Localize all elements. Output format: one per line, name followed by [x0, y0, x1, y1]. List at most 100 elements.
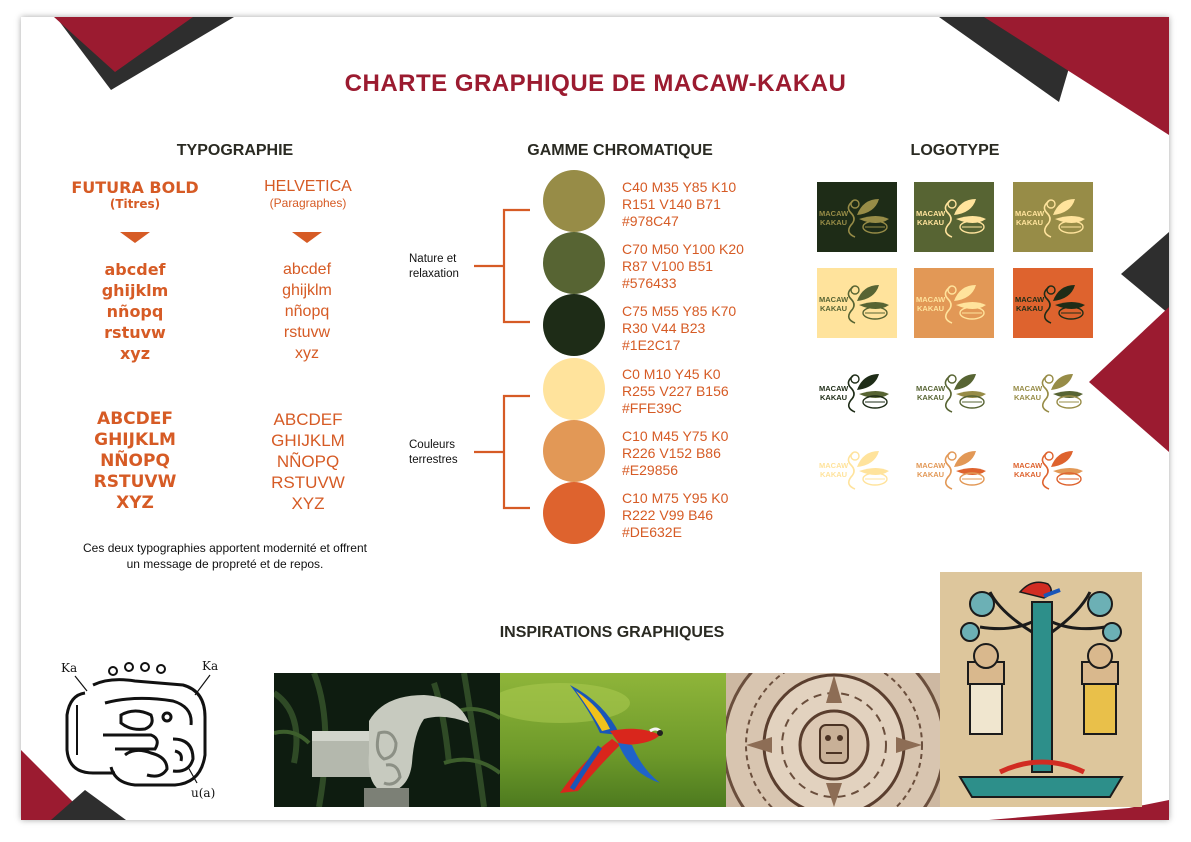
photo-aztec-sun-stone — [726, 673, 940, 807]
svg-text:KAKAU: KAKAU — [820, 393, 847, 402]
svg-text:KAKAU: KAKAU — [1014, 470, 1041, 479]
group-label-line: Couleurs — [409, 439, 456, 451]
helvetica-uppercase-sample: ABCDEF GHIJKLM NÑOPQ RSTUVW XYZ — [228, 409, 388, 514]
cmyk-code: C75 M55 Y85 K70 — [622, 303, 737, 319]
cmyk-code: C10 M45 Y75 K0 — [622, 428, 729, 444]
caption-line: Ces deux typographies apportent modernit… — [83, 541, 367, 555]
futura-lowercase-sample: abcdef ghijklm nñopq rstuvw xyz — [65, 259, 205, 364]
sample-line: xyz — [119, 344, 151, 363]
photo-codex-cacao-tree — [940, 572, 1142, 807]
typography-caption: Ces deux typographies apportent modernit… — [40, 540, 410, 572]
sample-line: abcdef — [282, 261, 332, 278]
palette-heading: GAMME CHROMATIQUE — [527, 142, 713, 159]
rvb-code: R151 V140 B71 — [622, 196, 721, 212]
cmyk-code: C40 M35 Y85 K10 — [622, 179, 737, 195]
group-label-line: terrestres — [409, 454, 458, 466]
sample-line: RSTUVW — [93, 472, 177, 492]
sample-line: ghijklm — [282, 282, 332, 299]
sample-line: rstuvw — [104, 323, 166, 342]
rvb-code: R222 V99 B46 — [622, 507, 714, 523]
color-codes: C0 M10 Y45 K0 R255 V227 B156 #FFE39C — [622, 366, 729, 417]
glyph-label: u(a) — [191, 786, 215, 800]
caption-line: un message de propreté et de repos. — [126, 557, 324, 571]
page-title: CHARTE GRAPHIQUE DE MACAW-KAKAU — [344, 70, 847, 97]
font-helvetica-title: HELVETICA (Paragraphes) — [228, 178, 388, 210]
svg-text:MACAW: MACAW — [819, 461, 849, 470]
rvb-code: R30 V44 B23 — [622, 320, 706, 336]
rvb-code: R255 V227 B156 — [622, 383, 729, 399]
logo-transparent: MACAW KAKAU — [817, 447, 899, 491]
svg-text:KAKAU: KAKAU — [820, 218, 847, 227]
rvb-code: R87 V100 B51 — [622, 258, 714, 274]
sample-line: ghijklm — [101, 281, 169, 300]
sample-line: NÑOPQ — [100, 451, 170, 471]
cmyk-code: C70 M50 Y100 K20 — [622, 241, 744, 257]
sample-line: XYZ — [116, 493, 154, 513]
sample-line: nñopq — [284, 303, 330, 320]
sample-line: XYZ — [291, 494, 325, 513]
bottom-right-decoration — [989, 800, 1169, 820]
svg-text:MACAW: MACAW — [1015, 209, 1045, 218]
bottom-left-decoration — [21, 750, 126, 820]
color-codes: C70 M50 Y100 K20 R87 V100 B51 #576433 — [622, 241, 744, 292]
sample-line: GHIJKLM — [94, 430, 176, 450]
svg-text:MACAW: MACAW — [1015, 295, 1045, 304]
logo-tile: MACAW KAKAU — [1013, 182, 1093, 252]
svg-text:MACAW: MACAW — [819, 209, 849, 218]
color-codes: C10 M45 Y75 K0 R226 V152 B86 #E29856 — [622, 428, 728, 479]
cmyk-code: C10 M75 Y95 K0 — [622, 490, 729, 506]
glyph-label: Ka — [202, 659, 218, 673]
logo-transparent: MACAW KAKAU — [817, 370, 899, 414]
svg-text:MACAW: MACAW — [819, 295, 849, 304]
sample-line: NÑOPQ — [276, 452, 340, 471]
logo-tile: MACAW KAKAU — [817, 182, 897, 252]
cmyk-code: C0 M10 Y45 K0 — [622, 366, 721, 382]
color-swatch — [543, 170, 605, 232]
color-codes: C10 M75 Y95 K0 R222 V99 B46 #DE632E — [622, 490, 728, 541]
hex-code: #978C47 — [622, 213, 679, 229]
svg-text:KAKAU: KAKAU — [820, 304, 847, 313]
hex-code: #1E2C17 — [622, 337, 681, 353]
palette-bracket-2 — [474, 394, 530, 510]
sample-line: ABCDEF — [273, 410, 343, 429]
svg-text:MACAW: MACAW — [1013, 461, 1043, 470]
svg-text:KAKAU: KAKAU — [917, 304, 944, 313]
svg-text:MACAW: MACAW — [819, 384, 849, 393]
hex-code: #E29856 — [622, 462, 679, 478]
color-swatch — [543, 294, 605, 356]
svg-text:MACAW: MACAW — [1013, 384, 1043, 393]
logo-tile: MACAW KAKAU — [914, 182, 994, 252]
font-role: (Paragraphes) — [269, 196, 347, 210]
color-codes: C75 M55 Y85 K70 R30 V44 B23 #1E2C17 — [622, 303, 736, 354]
inspirations-heading: INSPIRATIONS GRAPHIQUES — [499, 624, 725, 641]
corner-decoration-top-left — [54, 17, 234, 90]
sample-line: ABCDEF — [97, 409, 173, 429]
palette-bracket-1 — [474, 208, 530, 324]
svg-text:KAKAU: KAKAU — [1016, 218, 1043, 227]
sample-line: rstuvw — [283, 324, 331, 341]
logo-transparent: MACAW KAKAU — [914, 370, 996, 414]
svg-text:KAKAU: KAKAU — [1016, 304, 1043, 313]
svg-text:KAKAU: KAKAU — [917, 470, 944, 479]
logo-transparent: MACAW KAKAU — [1011, 370, 1093, 414]
logo-tile: MACAW KAKAU — [817, 268, 897, 338]
group-label-line: relaxation — [409, 268, 459, 280]
sample-line: RSTUVW — [271, 473, 345, 492]
hex-code: #DE632E — [622, 524, 682, 540]
sample-line: GHIJKLM — [271, 431, 345, 450]
typography-heading: TYPOGRAPHIE — [176, 142, 294, 159]
corner-decoration-top-right — [939, 17, 1169, 135]
hex-code: #576433 — [622, 275, 677, 291]
glyph-label: Ka — [61, 661, 77, 675]
group-label-terrestres: Couleurs terrestres — [409, 438, 458, 468]
logo-transparent: MACAW KAKAU — [1011, 447, 1093, 491]
svg-text:KAKAU: KAKAU — [917, 218, 944, 227]
helvetica-lowercase-sample: abcdef ghijklm nñopq rstuvw xyz — [237, 259, 377, 364]
sample-line: xyz — [295, 345, 319, 362]
font-name: HELVETICA — [264, 178, 352, 195]
logo-transparent: MACAW KAKAU — [914, 447, 996, 491]
color-swatch — [543, 232, 605, 294]
arrow-down-icon — [292, 232, 322, 243]
color-codes: C40 M35 Y85 K10 R151 V140 B71 #978C47 — [622, 179, 736, 230]
svg-text:MACAW: MACAW — [916, 384, 946, 393]
